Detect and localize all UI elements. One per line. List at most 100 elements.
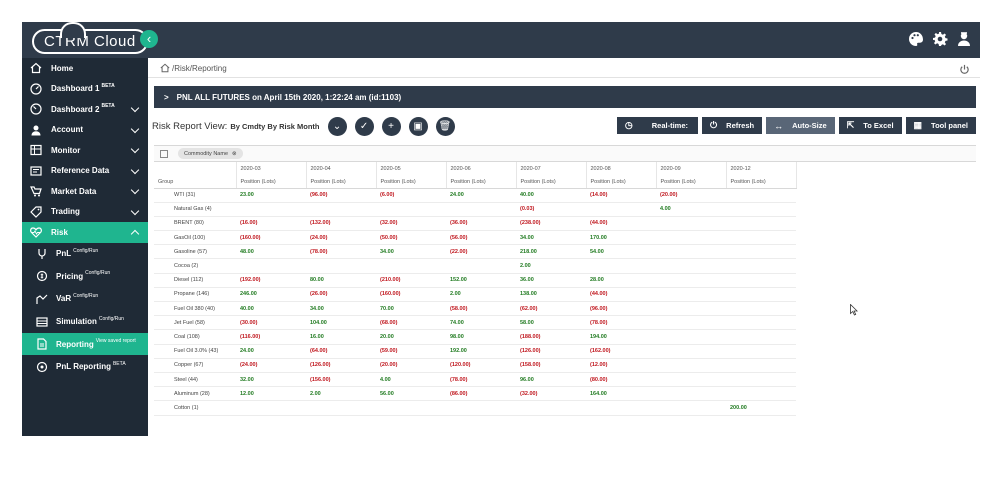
value-cell: 36.00 xyxy=(516,273,586,288)
metric-header[interactable]: Position (Lots) xyxy=(726,176,797,189)
home-icon[interactable] xyxy=(160,63,170,73)
sidebar-item-account[interactable]: Account xyxy=(22,120,148,141)
column-header[interactable]: 2020-09 xyxy=(656,162,727,176)
metric-header[interactable]: Position (Lots) xyxy=(516,176,587,189)
confirm-button[interactable]: ✓ xyxy=(354,116,374,136)
sidebar-subitem-reporting[interactable]: Reporting View saved report xyxy=(22,332,148,356)
table-row[interactable]: Cotton (1) 200.00 xyxy=(154,400,796,416)
table-row[interactable]: BRENT (80) (16.00) (132.00) (32.00) (36.00)(… xyxy=(154,216,796,232)
column-header[interactable]: 2020-04 xyxy=(306,162,377,176)
power-icon[interactable] xyxy=(959,62,970,74)
value-cell: (156.00) xyxy=(306,372,376,388)
sidebar-subitem-var[interactable]: VaR Config/Run xyxy=(22,288,148,311)
table-row[interactable]: GasOil (100) (160.00) (24.00) (50.00) (56.00… xyxy=(154,230,796,246)
metric-header[interactable]: Position (Lots) xyxy=(376,176,447,189)
mouse-cursor-icon xyxy=(850,304,858,316)
dropdown-button[interactable]: ⌄ xyxy=(327,116,347,136)
metric-header[interactable]: Position (Lots) xyxy=(586,176,657,189)
var-icon xyxy=(36,293,48,305)
value-cell: 246.00 xyxy=(236,287,306,303)
sidebar-subitem-label: Reporting xyxy=(56,339,94,349)
breadcrumb-bar: /Risk/Reporting xyxy=(148,58,980,78)
group-cell: Cocoa (2) xyxy=(154,258,236,274)
value-cell xyxy=(236,400,306,416)
value-cell xyxy=(586,400,656,416)
value-cell: 152.00 xyxy=(446,273,516,288)
group-chip[interactable]: Commodity Name ⊗ xyxy=(178,148,243,159)
table-row[interactable]: Fuel Oil 380 (40) 40.00 34.00 70.00 (58.00)(… xyxy=(154,301,796,317)
value-cell xyxy=(376,202,446,217)
column-header[interactable]: 2020-05 xyxy=(376,162,447,176)
sidebar-item-reference-data[interactable]: Reference Data xyxy=(22,161,148,182)
refresh-button[interactable]: ⏻ Refresh xyxy=(702,117,763,134)
sidebar-collapse-button[interactable]: ‹ xyxy=(140,30,158,48)
group-panel-icon xyxy=(160,149,168,158)
pricing-icon xyxy=(36,270,48,282)
save-button[interactable]: ▣ xyxy=(408,116,428,136)
value-cell: (62.00) xyxy=(516,301,586,317)
value-cell: (26.00) xyxy=(306,287,376,303)
logo[interactable]: CTRM Cloud xyxy=(32,21,148,56)
delete-button[interactable]: 🗑 xyxy=(435,116,455,136)
tool-panel-button[interactable]: ▦ Tool panel xyxy=(905,117,976,134)
value-cell xyxy=(726,358,796,373)
column-header[interactable]: 2020-03 xyxy=(236,162,307,176)
sidebar-item-dashboard-2[interactable]: Dashboard 2 BETA xyxy=(22,99,148,120)
palette-icon[interactable] xyxy=(908,31,924,47)
report-view-value[interactable]: By Cmdty By Risk Month xyxy=(230,121,320,131)
table-row[interactable]: Propane (146) 246.00 (26.00) (160.00) 2.00 13… xyxy=(154,287,796,303)
table-row[interactable]: WTI (31) 23.00 (96.00) (6.00) 24.00 40.00 (14.… xyxy=(154,188,796,203)
table-row[interactable]: Diesel (112) (192.00) 80.00 (210.00) 152.00 3… xyxy=(154,273,796,288)
metric-header[interactable]: Position (Lots) xyxy=(236,176,307,189)
column-header[interactable]: 2020-12 xyxy=(726,162,797,176)
add-button[interactable]: + xyxy=(381,116,401,136)
grid-icon: ▦ xyxy=(913,120,923,130)
sidebar-subitem-pnl-reporting[interactable]: PnL Reporting BETA xyxy=(22,355,148,378)
column-header[interactable]: 2020-06 xyxy=(446,162,517,176)
metric-header[interactable]: Position (Lots) xyxy=(656,176,727,189)
sidebar-item-monitor[interactable]: Monitor xyxy=(22,140,148,161)
breadcrumb-path[interactable]: /Risk/Reporting xyxy=(172,63,227,73)
table-row[interactable]: Natural Gas (4) (0.03) 4.00 xyxy=(154,202,796,217)
column-header[interactable]: 2020-07 xyxy=(516,162,587,176)
table-row[interactable]: Gasoline (57) 48.00 (78.00) 34.00 (22.00) 218… xyxy=(154,244,796,260)
sidebar-item-market-data[interactable]: Market Data xyxy=(22,181,148,202)
group-column-header[interactable]: Group xyxy=(154,176,237,189)
user-icon[interactable] xyxy=(956,31,972,47)
value-cell: 34.00 xyxy=(516,230,586,246)
sidebar-subitem-pnl[interactable]: PnL Config/Run xyxy=(22,243,148,266)
metric-header[interactable]: Position (Lots) xyxy=(446,176,517,189)
report-banner[interactable]: > PNL ALL FUTURES on April 15th 2020, 1:… xyxy=(154,86,976,108)
realtime-toggle[interactable]: ◷ Real-time: xyxy=(616,117,699,134)
table-row[interactable]: Fuel Oil 3.0% (43) 24.00 (64.00) (59.00) 192… xyxy=(154,344,796,359)
metric-header[interactable]: Position (Lots) xyxy=(306,176,377,189)
value-cell: (12.00) xyxy=(586,358,656,373)
sidebar-item-risk[interactable]: Risk xyxy=(22,222,148,243)
column-header[interactable]: 2020-08 xyxy=(586,162,657,176)
sidebar-item-dashboard-1[interactable]: Dashboard 1 BETA xyxy=(22,79,148,100)
value-cell: (0.03) xyxy=(516,202,586,217)
chevron-right-icon: > xyxy=(164,92,169,102)
value-cell xyxy=(656,301,726,317)
value-cell: (32.00) xyxy=(516,386,586,402)
table-row[interactable]: Copper (67) (24.00) (126.00) (20.00) (120.00… xyxy=(154,358,796,373)
sidebar-subitem-pricing[interactable]: Pricing Config/Run xyxy=(22,265,148,288)
value-cell: 170.00 xyxy=(586,230,656,246)
group-panel[interactable]: Commodity Name ⊗ xyxy=(154,146,976,162)
gear-icon[interactable] xyxy=(932,31,948,47)
table-row[interactable]: Cocoa (2) 2.00 xyxy=(154,258,796,274)
table-row[interactable]: Aluminum (28) 12.00 2.00 56.00 (86.00) (32.00… xyxy=(154,386,796,402)
beta-badge: BETA xyxy=(101,82,115,89)
table-row[interactable]: Coal (108) (116.00) 16.00 20.00 98.00 (188.00… xyxy=(154,329,796,345)
table-row[interactable]: Jet Fuel (58) (30.00) 104.00 (68.00) 74.00 58… xyxy=(154,315,796,331)
to-excel-button[interactable]: ⇱ To Excel xyxy=(838,117,902,134)
sidebar-item-trading[interactable]: Trading xyxy=(22,202,148,223)
auto-size-button[interactable]: ↔ Auto-Size xyxy=(766,117,835,134)
top-bar: CTRM Cloud ‹ xyxy=(22,21,980,58)
value-cell: 98.00 xyxy=(446,329,516,345)
close-icon[interactable]: ⊗ xyxy=(232,150,237,157)
sidebar-item-home[interactable]: Home xyxy=(22,58,148,79)
table-row[interactable]: Steel (44) 32.00 (156.00) 4.00 (78.00) 96.00(… xyxy=(154,372,796,388)
value-cell xyxy=(656,329,726,345)
sidebar-subitem-simulation[interactable]: Simulation Config/Run xyxy=(22,310,148,333)
